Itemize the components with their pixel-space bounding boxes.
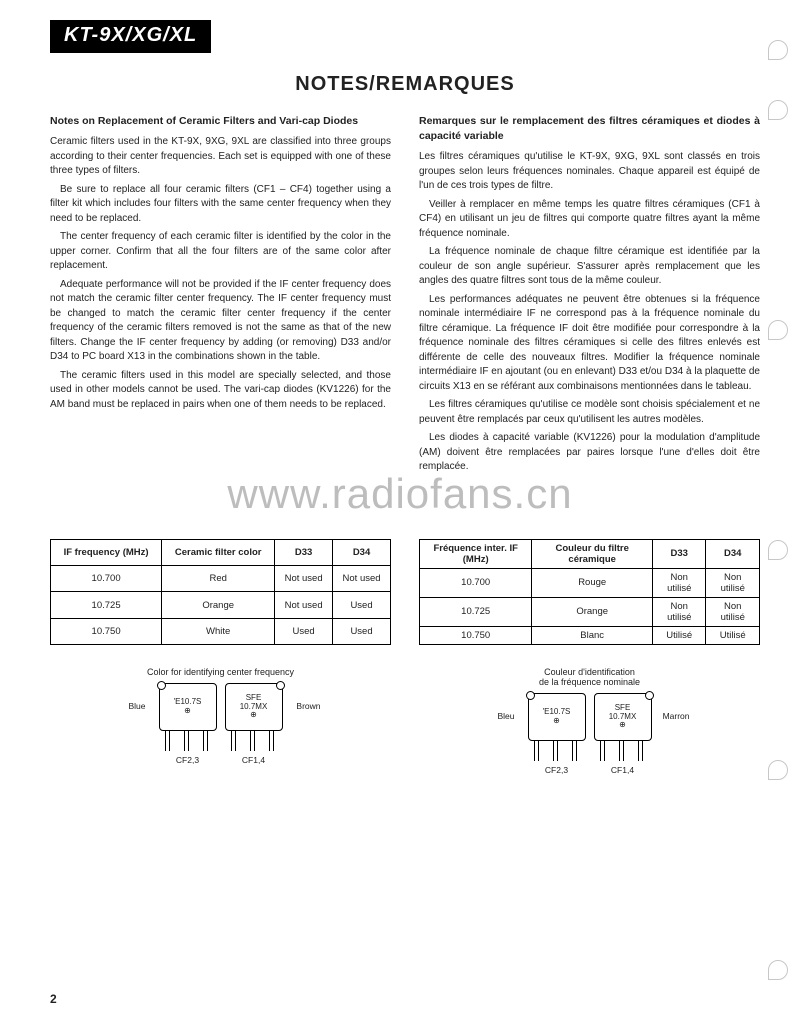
fr-p2: Veiller à remplacer en même temps les qu… xyxy=(419,198,760,242)
th: Fréquence inter. IF (MHz) xyxy=(420,539,532,568)
page-number: 2 xyxy=(50,992,57,1006)
td: Non utilisé xyxy=(706,597,760,626)
fr-p1: Les filtres céramiques qu'utilise le KT-… xyxy=(419,150,760,194)
binder-hole-icon xyxy=(768,100,788,120)
td: 10.725 xyxy=(420,597,532,626)
td: Non utilisé xyxy=(653,568,706,597)
chip-text: ⊕ xyxy=(184,707,191,716)
color-dot-icon xyxy=(276,681,285,690)
table-fr: Fréquence inter. IF (MHz) Couleur du fil… xyxy=(419,539,760,645)
fr-heading: Remarques sur le remplacement des filtre… xyxy=(419,114,760,144)
td: Rouge xyxy=(532,568,653,597)
en-p3: The center frequency of each ceramic fil… xyxy=(50,230,391,274)
table-en: IF frequency (MHz) Ceramic filter color … xyxy=(50,539,391,645)
chip-cf14: Brown SFE10.7MX⊕ CF1,4 xyxy=(225,683,283,765)
fr-p3: La fréquence nominale de chaque filtre c… xyxy=(419,245,760,289)
td: Not used xyxy=(333,566,391,592)
th: D34 xyxy=(333,539,391,565)
td: Orange xyxy=(162,592,275,618)
binder-hole-icon xyxy=(768,40,788,60)
en-p5: The ceramic filters used in this model a… xyxy=(50,369,391,413)
diagram-caption: Couleur d'identificationde la fréquence … xyxy=(419,667,760,687)
chip-text: ⊕ xyxy=(250,711,257,720)
td: 10.750 xyxy=(420,626,532,644)
color-dot-icon xyxy=(157,681,166,690)
th: D33 xyxy=(275,539,333,565)
td: Used xyxy=(275,618,333,644)
td: 10.725 xyxy=(51,592,162,618)
chip-label: CF1,4 xyxy=(225,755,283,765)
td: 10.700 xyxy=(420,568,532,597)
td: Used xyxy=(333,592,391,618)
label-blue: Blue xyxy=(129,701,146,711)
en-p4: Adequate performance will not be provide… xyxy=(50,278,391,365)
th: Couleur du filtre céramique xyxy=(532,539,653,568)
th: D34 xyxy=(706,539,760,568)
model-badge: KT-9X/XG/XL xyxy=(50,20,211,53)
page-title: NOTES/REMARQUES xyxy=(50,73,760,96)
fr-p4: Les performances adéquates ne peuvent êt… xyxy=(419,293,760,395)
chip-label: CF2,3 xyxy=(528,765,586,775)
column-french: Remarques sur le remplacement des filtre… xyxy=(419,114,760,479)
color-dot-icon xyxy=(526,691,535,700)
chip-text: ⊕ xyxy=(553,717,560,726)
diagram-fr: Couleur d'identificationde la fréquence … xyxy=(419,667,760,775)
color-dot-icon xyxy=(645,691,654,700)
td: 10.750 xyxy=(51,618,162,644)
en-p1: Ceramic filters used in the KT-9X, 9XG, … xyxy=(50,135,391,179)
fr-p6: Les diodes à capacité variable (KV1226) … xyxy=(419,431,760,475)
chip-label: CF2,3 xyxy=(159,755,217,765)
binder-hole-icon xyxy=(768,960,788,980)
td: White xyxy=(162,618,275,644)
chip-text: ⊕ xyxy=(619,721,626,730)
td: Red xyxy=(162,566,275,592)
column-english: Notes on Replacement of Ceramic Filters … xyxy=(50,114,391,479)
chip-cf14: Marron SFE10.7MX⊕ CF1,4 xyxy=(594,693,652,775)
td: 10.700 xyxy=(51,566,162,592)
td: Utilisé xyxy=(653,626,706,644)
td: Non utilisé xyxy=(706,568,760,597)
th: Ceramic filter color xyxy=(162,539,275,565)
td: Utilisé xyxy=(706,626,760,644)
label-bleu: Bleu xyxy=(498,711,515,721)
td: Not used xyxy=(275,566,333,592)
binder-hole-icon xyxy=(768,320,788,340)
chip-cf23: Bleu 'E10.7S⊕ CF2,3 xyxy=(528,693,586,775)
chip-cf23: Blue 'E10.7S⊕ CF2,3 xyxy=(159,683,217,765)
td: Used xyxy=(333,618,391,644)
en-p2: Be sure to replace all four ceramic filt… xyxy=(50,183,391,227)
chip-label: CF1,4 xyxy=(594,765,652,775)
diagram-en: Color for identifying center frequency B… xyxy=(50,667,391,775)
th: D33 xyxy=(653,539,706,568)
td: Non utilisé xyxy=(653,597,706,626)
fr-p5: Les filtres céramiques qu'utilise ce mod… xyxy=(419,398,760,427)
td: Not used xyxy=(275,592,333,618)
diagram-caption: Color for identifying center frequency xyxy=(50,667,391,677)
binder-hole-icon xyxy=(768,760,788,780)
label-brown: Brown xyxy=(296,701,320,711)
binder-hole-icon xyxy=(768,540,788,560)
td: Orange xyxy=(532,597,653,626)
label-marron: Marron xyxy=(663,711,690,721)
en-heading: Notes on Replacement of Ceramic Filters … xyxy=(50,114,391,129)
th: IF frequency (MHz) xyxy=(51,539,162,565)
td: Blanc xyxy=(532,626,653,644)
